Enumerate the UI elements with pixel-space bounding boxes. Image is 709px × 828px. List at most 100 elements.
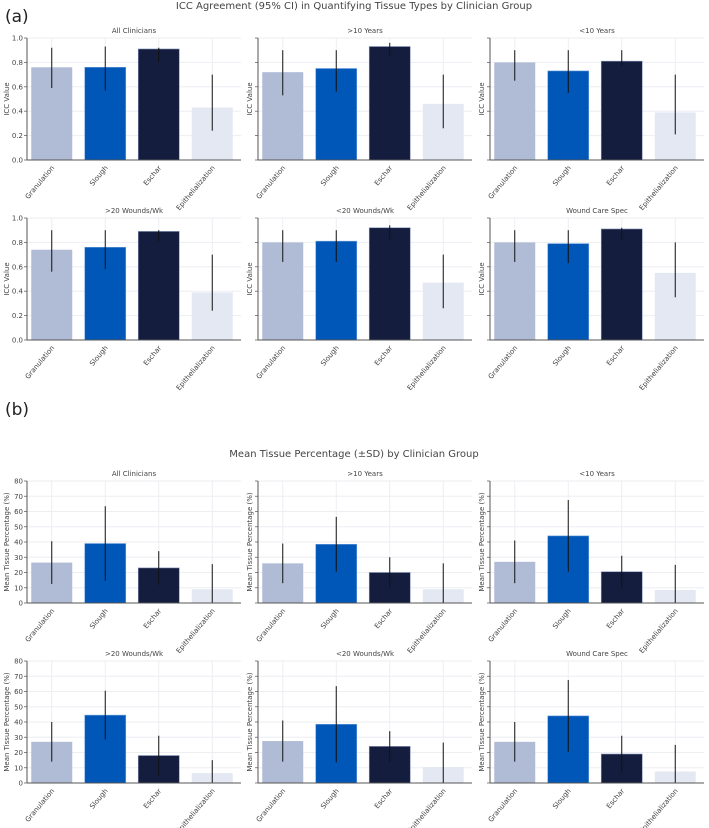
y-tick-label: 40	[14, 719, 23, 727]
x-tick-label: Granulation	[255, 607, 288, 644]
subplot: <20 Wounds/Wk Granulation Slough Eschar Epit…	[246, 207, 472, 392]
subplot-title: All Clinicians	[112, 27, 157, 35]
bar-eschar	[137, 231, 180, 341]
x-tick-label: Slough	[319, 344, 341, 368]
x-tick-label: Slough	[551, 607, 573, 631]
y-axis-label: Mean Tissue Percentage (%)	[3, 672, 11, 772]
y-tick-label: 10	[14, 764, 23, 772]
bar-eschar	[600, 60, 643, 161]
subplot: All Clinicians 0 10 20 30 40 50 60 70 80 Granulati…	[3, 470, 241, 655]
y-tick-label: 60	[14, 688, 23, 696]
x-tick-label: Epithelialization	[638, 164, 680, 212]
y-tick-label: 20	[14, 569, 23, 577]
x-tick-label: Granulation	[24, 344, 57, 381]
y-tick-label: 50	[14, 703, 23, 711]
y-axis-label: Mean Tissue Percentage (%)	[478, 492, 486, 592]
x-tick-label: Eschar	[142, 344, 163, 367]
y-tick-label: 0.0	[12, 157, 23, 165]
x-tick-label: Slough	[319, 787, 341, 811]
x-tick-label: Epithelialization	[406, 607, 448, 655]
y-axis-label: ICC Value	[478, 262, 486, 295]
y-tick-label: 50	[14, 523, 23, 531]
x-tick-label: Epithelialization	[175, 344, 217, 392]
x-tick-label: Epithelialization	[406, 787, 448, 828]
chart-title: ICC Agreement (95% CI) in Quantifying Ti…	[176, 1, 532, 12]
x-tick-label: Slough	[551, 344, 573, 368]
subplot: All Clinicians 0.0 0.2 0.4 0.6 0.8 1.0 Granulat…	[3, 27, 241, 212]
subplot-title: <10 Years	[579, 27, 615, 35]
subplot: <20 Wounds/Wk Granulation Slough Eschar Epit…	[246, 650, 472, 828]
x-tick-label: Slough	[319, 607, 341, 631]
x-tick-label: Eschar	[142, 607, 163, 630]
subplot-title: >20 Wounds/Wk	[105, 650, 164, 658]
chart-title: Mean Tissue Percentage (±SD) by Clinicia…	[229, 449, 478, 460]
y-tick-label: 60	[14, 508, 23, 516]
x-tick-label: Eschar	[605, 607, 626, 630]
x-tick-label: Eschar	[373, 787, 394, 810]
chart-section-a: (a) ICC Agreement (95% CI) in Quantifying…	[3, 1, 704, 392]
x-tick-label: Slough	[88, 344, 110, 368]
bar-eschar	[368, 46, 411, 161]
x-tick-label: Granulation	[24, 607, 57, 644]
y-tick-label: 0.4	[12, 108, 24, 116]
x-tick-label: Eschar	[605, 787, 626, 810]
y-tick-label: 80	[14, 658, 23, 666]
bar-eschar	[137, 48, 180, 161]
x-tick-label: Epithelialization	[406, 344, 448, 392]
y-tick-label: 0.8	[12, 239, 23, 247]
y-axis-label: ICC Value	[3, 82, 11, 115]
y-tick-label: 30	[14, 734, 23, 742]
subplot: Wound Care Spec Granulation Slough Eschar Ep…	[478, 650, 704, 828]
x-tick-label: Eschar	[373, 164, 394, 187]
y-tick-label: 80	[14, 478, 23, 486]
subplot-title: All Clinicians	[112, 470, 157, 478]
y-axis-label: ICC Value	[246, 262, 254, 295]
subplot: <10 Years Granulation Slough Eschar Epitheli…	[478, 27, 704, 212]
y-tick-label: 70	[14, 673, 23, 681]
x-tick-label: Epithelialization	[638, 344, 680, 392]
subplot-title: Wound Care Spec	[566, 650, 628, 658]
x-tick-label: Slough	[88, 607, 110, 631]
x-tick-label: Epithelialization	[175, 164, 217, 212]
subplot-title: <20 Wounds/Wk	[336, 207, 395, 215]
y-tick-label: 0	[19, 600, 23, 608]
y-tick-label: 0.6	[12, 83, 24, 91]
x-tick-label: Epithelialization	[175, 787, 217, 828]
y-axis-label: Mean Tissue Percentage (%)	[246, 492, 254, 592]
x-tick-label: Granulation	[487, 344, 520, 381]
subplot: >20 Wounds/Wk 0.0 0.2 0.4 0.6 0.8 1.0 Granulati…	[3, 207, 241, 392]
bar-eschar	[368, 227, 411, 341]
x-tick-label: Granulation	[255, 787, 288, 824]
x-tick-label: Eschar	[605, 344, 626, 367]
y-tick-label: 40	[14, 539, 23, 547]
x-tick-label: Epithelialization	[406, 164, 448, 212]
subplot-title: >10 Years	[347, 27, 383, 35]
subplot-title: Wound Care Spec	[566, 207, 628, 215]
subplot: >10 Years Granulation Slough Eschar Epitheli…	[246, 470, 472, 655]
y-tick-label: 70	[14, 493, 23, 501]
subplot: >20 Wounds/Wk 0 10 20 30 40 50 60 70 80 Granulatio…	[3, 650, 241, 828]
y-axis-label: Mean Tissue Percentage (%)	[478, 672, 486, 772]
section-label: (b)	[5, 400, 29, 420]
y-tick-label: 0.4	[12, 288, 24, 296]
x-tick-label: Granulation	[487, 787, 520, 824]
x-tick-label: Eschar	[373, 607, 394, 630]
x-tick-label: Granulation	[255, 164, 288, 201]
subplot-title: >20 Wounds/Wk	[105, 207, 164, 215]
x-tick-label: Eschar	[142, 164, 163, 187]
x-tick-label: Slough	[551, 164, 573, 188]
x-tick-label: Granulation	[24, 787, 57, 824]
section-label: (a)	[5, 7, 29, 27]
subplot-title: <10 Years	[579, 470, 615, 478]
x-tick-label: Granulation	[487, 607, 520, 644]
x-tick-label: Eschar	[373, 344, 394, 367]
y-tick-label: 0	[19, 780, 23, 788]
x-tick-label: Epithelialization	[175, 607, 217, 655]
y-axis-label: Mean Tissue Percentage (%)	[3, 492, 11, 592]
x-tick-label: Slough	[551, 787, 573, 811]
x-tick-label: Epithelialization	[638, 787, 680, 828]
x-tick-label: Epithelialization	[638, 607, 680, 655]
subplot-title: >10 Years	[347, 470, 383, 478]
subplot-title: <20 Wounds/Wk	[336, 650, 395, 658]
